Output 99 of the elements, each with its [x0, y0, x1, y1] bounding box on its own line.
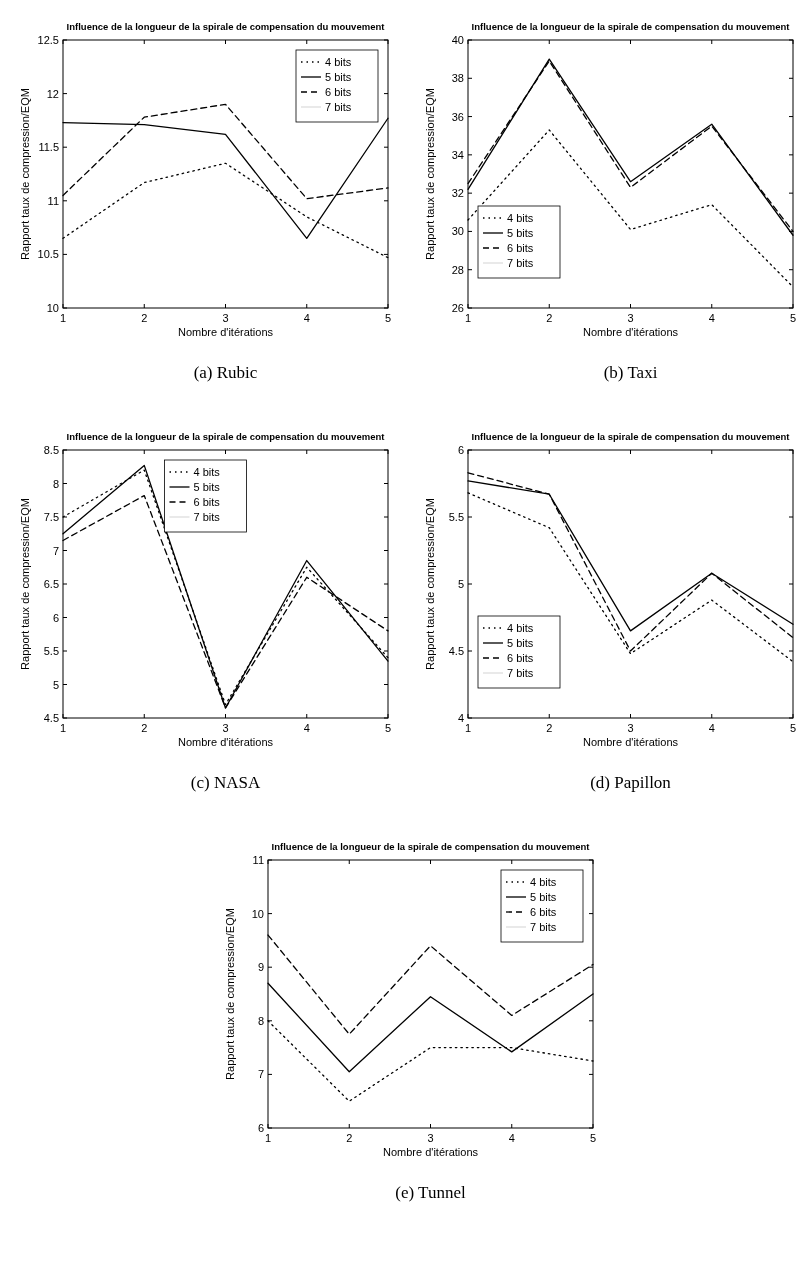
chart-title: Influence de la longueur de la spirale de compensation du mouvement: [471, 431, 791, 442]
legend-label: 6 bits: [530, 906, 557, 918]
y-tick-label: 8.5: [43, 444, 59, 456]
x-tick-label: 1: [464, 312, 472, 324]
x-tick-label: 2: [546, 312, 553, 324]
chart-title: Influence de la longueur de la spirale de compensation du mouvement: [66, 431, 386, 442]
y-tick-label: 6: [457, 444, 464, 456]
y-tick-label: 7: [52, 544, 59, 557]
y-tick-label: 38: [451, 72, 464, 85]
x-tick-label: 4: [303, 722, 310, 734]
y-tick-label: 11: [47, 194, 59, 207]
x-axis-title: Nombre d'itérations: [177, 326, 274, 338]
legend-label: 7 bits: [193, 511, 221, 523]
y-tick-label: 8: [52, 477, 59, 490]
x-tick-label: 2: [546, 722, 553, 734]
legend-label: 5 bits: [325, 71, 352, 83]
legend-label: 5 bits: [530, 891, 557, 903]
y-tick-label: 5: [457, 578, 464, 590]
x-tick-label: 5: [384, 312, 392, 324]
chart-title: Influence de la longueur de la spirale de compensation du mouvement: [66, 21, 386, 32]
y-tick-label: 5.5: [43, 645, 59, 657]
y-tick-label: 11.5: [38, 141, 59, 154]
y-tick-label: 32: [451, 187, 464, 200]
legend-label: 6 bits: [507, 652, 534, 664]
y-tick-label: 10: [251, 907, 264, 920]
y-tick-label: 10.5: [37, 248, 59, 261]
x-tick-label: 2: [141, 312, 148, 324]
legend-label: 5 bits: [507, 227, 534, 239]
y-tick-label: 40: [451, 34, 464, 46]
y-tick-label: 8: [257, 1014, 264, 1027]
x-tick-label: 3: [222, 312, 229, 324]
x-tick-label: 3: [222, 722, 229, 734]
y-tick-label: 30: [451, 225, 464, 238]
text: (e) Tunnel: [395, 1183, 466, 1202]
y-tick-label: 4: [457, 712, 464, 724]
y-axis-title: Rapport taux de compression/EQM: [424, 88, 436, 260]
y-tick-label: 12.5: [37, 34, 59, 46]
legend-label: 6 bits: [193, 496, 221, 508]
y-axis-title: Rapport taux de compression/EQM: [224, 908, 236, 1080]
legend-label: 7 bits: [530, 921, 557, 933]
legend-label: 4 bits: [530, 876, 557, 888]
x-tick-label: 4: [708, 312, 715, 324]
legend-label: 4 bits: [507, 212, 534, 224]
legend-label: 7 bits: [325, 101, 352, 113]
legend-label: 5 bits: [193, 481, 221, 493]
x-tick-label: 5: [789, 722, 797, 734]
x-tick-label: 1: [59, 312, 67, 324]
x-axis-title: Nombre d'itérations: [382, 1146, 479, 1158]
legend-label: 5 bits: [507, 637, 534, 649]
x-tick-label: 1: [464, 722, 472, 734]
x-tick-label: 2: [346, 1132, 353, 1144]
x-tick-label: 1: [264, 1132, 272, 1144]
x-tick-label: 4: [303, 312, 310, 324]
legend-label: 4 bits: [507, 622, 534, 634]
y-tick-label: 6: [52, 611, 59, 624]
chart-title: Influence de la longueur de la spirale de compensation du mouvement: [471, 21, 791, 32]
y-tick-label: 6.5: [43, 578, 59, 590]
x-tick-label: 5: [589, 1132, 597, 1144]
x-axis-title: Nombre d'itérations: [177, 736, 274, 748]
y-tick-label: 26: [451, 302, 464, 314]
x-tick-label: 3: [627, 722, 634, 734]
y-tick-label: 7.5: [43, 511, 59, 523]
legend-label: 7 bits: [507, 257, 534, 269]
y-tick-label: 4.5: [448, 645, 464, 657]
y-axis-title: Rapport taux de compression/EQM: [19, 498, 31, 670]
y-tick-label: 4.5: [43, 712, 59, 724]
text: (b) Taxi: [603, 363, 658, 382]
legend-label: 4 bits: [193, 466, 221, 478]
y-tick-label: 28: [451, 263, 464, 276]
text: (d) Papillon: [590, 773, 672, 792]
y-tick-label: 11: [252, 854, 264, 866]
x-tick-label: 4: [708, 722, 715, 734]
text: (a) Rubic: [193, 363, 258, 382]
x-tick-label: 3: [627, 312, 634, 324]
x-tick-label: 5: [384, 722, 392, 734]
y-tick-label: 5.5: [448, 511, 464, 523]
x-axis-title: Nombre d'itérations: [582, 736, 679, 748]
legend-label: 6 bits: [507, 242, 534, 254]
legend-label: 4 bits: [325, 56, 352, 68]
x-tick-label: 1: [59, 722, 67, 734]
y-tick-label: 36: [451, 110, 464, 123]
y-tick-label: 10: [46, 302, 59, 314]
y-tick-label: 6: [257, 1122, 264, 1134]
y-axis-title: Rapport taux de compression/EQM: [19, 88, 31, 260]
y-axis-title: Rapport taux de compression/EQM: [424, 498, 436, 670]
x-axis-title: Nombre d'itérations: [582, 326, 679, 338]
text: (c) NASA: [190, 773, 261, 792]
y-tick-label: 5: [52, 678, 59, 691]
y-tick-label: 12: [46, 87, 59, 100]
legend-label: 6 bits: [325, 86, 352, 98]
x-tick-label: 3: [427, 1132, 434, 1144]
x-tick-label: 5: [789, 312, 797, 324]
x-tick-label: 2: [141, 722, 148, 734]
x-tick-label: 4: [508, 1132, 515, 1144]
y-tick-label: 9: [257, 961, 264, 974]
y-tick-label: 34: [451, 148, 464, 161]
y-tick-label: 7: [257, 1068, 264, 1081]
legend-label: 7 bits: [507, 667, 534, 679]
chart-title: Influence de la longueur de la spirale de compensation du mouvement: [271, 841, 591, 852]
